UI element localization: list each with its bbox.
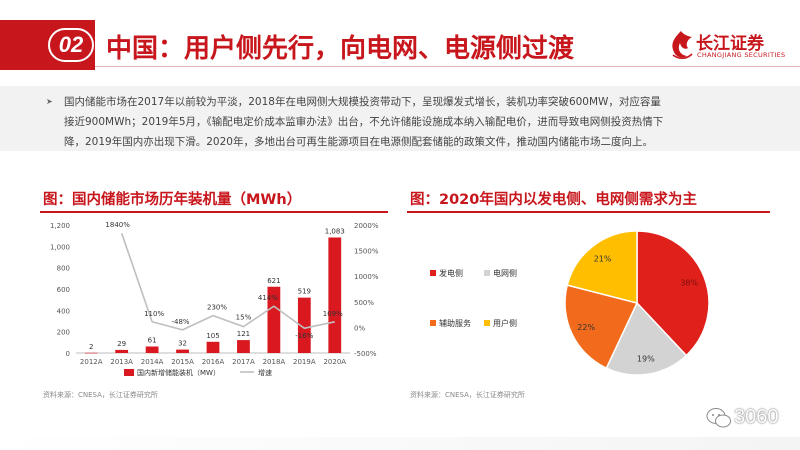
- bar-value-label: 61: [148, 336, 157, 344]
- pie-legend-swatch: [484, 320, 490, 326]
- pie-legend-swatch: [484, 270, 490, 276]
- bar: [115, 349, 129, 353]
- x-tick-label: 2018A: [263, 358, 286, 366]
- x-tick-label: 2019A: [293, 358, 316, 366]
- bar-value-label: 29: [117, 340, 126, 348]
- bar-value-label: 121: [237, 330, 250, 338]
- bar: [176, 349, 189, 353]
- y-left-tick-label: 600: [57, 286, 70, 294]
- y-right-tick-label: -500%: [354, 350, 377, 358]
- right-figure-title: 图：2020年国内以发电侧、电网侧需求为主: [410, 192, 697, 208]
- pie-legend-label: 辅助服务: [439, 318, 471, 328]
- bar-value-label: 32: [178, 340, 187, 348]
- y-right-tick-label: 1000%: [354, 273, 379, 281]
- bar: [237, 340, 250, 353]
- y-left-tick-label: 0: [66, 350, 70, 358]
- bar: [206, 341, 220, 353]
- left-figure-title: 图：国内储能市场历年装机量（MWh）: [43, 192, 302, 208]
- bullet-arrow-icon: ➤: [46, 97, 53, 106]
- y-right-tick-label: 1500%: [354, 248, 379, 256]
- legend-bar-label: 国内新增储能装机（MW）: [137, 368, 220, 377]
- x-tick-label: 2013A: [110, 358, 133, 366]
- bar: [267, 286, 281, 353]
- growth-value-label: 15%: [236, 314, 252, 322]
- pie-legend-swatch: [430, 320, 436, 326]
- x-tick-label: 2017A: [232, 358, 255, 366]
- x-tick-label: 2015A: [171, 358, 194, 366]
- pie-slice-label: 21%: [594, 255, 612, 264]
- pie-legend-label: 电网侧: [493, 268, 517, 278]
- title-divider: [95, 66, 800, 67]
- growth-value-label: -48%: [172, 318, 190, 326]
- bar-value-label: 621: [267, 277, 280, 285]
- legend-bar-swatch: [124, 369, 134, 376]
- company-logo: 长江证券 CHANGJIANG SECURITIES: [668, 28, 786, 64]
- pie-slice: [605, 301, 688, 376]
- bar: [145, 346, 159, 353]
- growth-value-label: 414%: [258, 294, 278, 302]
- logo-chinese-name: 长江证券: [696, 34, 764, 54]
- footer-band: [0, 437, 800, 450]
- pie-legend-label: 发电侧: [439, 268, 463, 278]
- legend-line-label: 增速: [258, 368, 272, 377]
- bar-value-label: 519: [298, 288, 311, 296]
- section-number-badge: 02: [48, 28, 94, 62]
- pie-legend-swatch: [430, 270, 436, 276]
- growth-value-label: 230%: [207, 304, 227, 312]
- y-left-tick-label: 1,000: [50, 243, 70, 251]
- bar: [84, 352, 98, 354]
- page-header: 02 中国：用户侧先行，向电网、电源侧过渡 长江证券 CHANGJIANG SE…: [0, 0, 800, 85]
- pie-slice: [636, 230, 710, 357]
- bar-value-label: 2: [89, 343, 93, 351]
- right-source-note: 资料来源：CNESA，长江证券研究所: [410, 391, 525, 399]
- left-source-note: 资料来源：CNESA，长江证券研究所: [43, 391, 158, 399]
- y-left-tick-label: 1,200: [50, 222, 70, 230]
- installed-capacity-chart: 0 200 400 600 800 1,000 1,200 -500% 0% 500% 1000% 1…: [50, 221, 379, 377]
- growth-value-label: 109%: [323, 310, 343, 318]
- pie-legend-label: 用户侧: [493, 318, 517, 328]
- logo-english-name: CHANGJIANG SECURITIES: [697, 51, 786, 59]
- x-tick-label: 2016A: [202, 358, 225, 366]
- bar: [297, 297, 311, 353]
- wechat-icon: [706, 408, 731, 428]
- growth-rate-line: [120, 232, 335, 331]
- pie-slice: [566, 230, 638, 304]
- x-tick-label: 2012A: [80, 358, 103, 366]
- x-tick-label: 2020A: [323, 358, 346, 366]
- y-right-tick-label: 500%: [354, 299, 374, 307]
- watermark-text: 3060: [734, 406, 779, 428]
- y-right-tick-label: 2000%: [354, 222, 379, 230]
- y-left-tick-label: 800: [57, 265, 70, 273]
- pie-slice-label: 19%: [637, 354, 655, 363]
- y-left-tick-label: 400: [57, 307, 70, 315]
- pie-slice-label: 22%: [577, 323, 595, 332]
- logo-flame-icon: [672, 31, 693, 60]
- y-left-tick-label: 200: [57, 329, 70, 337]
- summary-text: 国内储能市场在2017年以前较为平淡，2018年在电网侧大规模投资带动下，呈现爆…: [64, 96, 664, 148]
- bar-value-label: 105: [206, 332, 219, 340]
- page-title: 中国：用户侧先行，向电网、电源侧过渡: [106, 34, 575, 64]
- bar-value-label: 1,083: [325, 227, 345, 235]
- y-right-tick-label: 0%: [354, 324, 365, 332]
- pie-slice: [564, 284, 639, 370]
- summary-box: [0, 86, 800, 151]
- growth-value-label: 1840%: [105, 221, 130, 229]
- pie-slice-label: 38%: [680, 278, 698, 287]
- right-figure-underline: [407, 211, 770, 213]
- growth-value-label: 110%: [144, 310, 164, 318]
- bar: [328, 237, 342, 353]
- growth-value-label: -16%: [295, 332, 313, 340]
- wechat-watermark: 3060: [706, 404, 796, 434]
- left-figure-underline: [40, 211, 388, 213]
- x-tick-label: 2014A: [141, 358, 164, 366]
